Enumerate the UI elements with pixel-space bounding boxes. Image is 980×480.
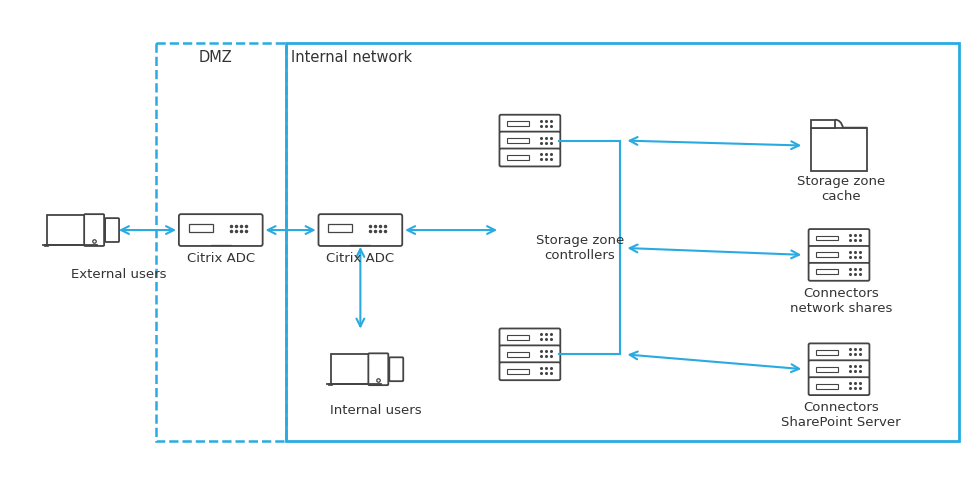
- Text: Internal users: Internal users: [329, 404, 421, 417]
- FancyBboxPatch shape: [816, 252, 838, 257]
- Text: External users: External users: [72, 268, 167, 281]
- FancyBboxPatch shape: [328, 224, 353, 232]
- FancyBboxPatch shape: [331, 354, 373, 384]
- FancyBboxPatch shape: [500, 148, 561, 167]
- Text: Internal network: Internal network: [290, 49, 412, 65]
- FancyBboxPatch shape: [816, 367, 838, 372]
- FancyBboxPatch shape: [808, 360, 869, 378]
- FancyBboxPatch shape: [808, 377, 869, 395]
- FancyBboxPatch shape: [808, 246, 869, 264]
- FancyBboxPatch shape: [500, 362, 561, 380]
- FancyBboxPatch shape: [500, 115, 561, 132]
- FancyBboxPatch shape: [507, 138, 529, 143]
- FancyBboxPatch shape: [507, 352, 529, 357]
- Text: Storage zone
controllers: Storage zone controllers: [536, 234, 624, 262]
- FancyBboxPatch shape: [84, 214, 104, 246]
- Text: Connectors
network shares: Connectors network shares: [790, 287, 892, 315]
- FancyBboxPatch shape: [811, 120, 835, 128]
- FancyBboxPatch shape: [811, 128, 867, 171]
- FancyBboxPatch shape: [500, 346, 561, 363]
- FancyBboxPatch shape: [507, 369, 529, 374]
- FancyBboxPatch shape: [507, 121, 529, 126]
- FancyBboxPatch shape: [47, 215, 89, 245]
- FancyBboxPatch shape: [105, 218, 119, 242]
- Text: DMZ: DMZ: [199, 49, 232, 65]
- Text: Connectors
SharePoint Server: Connectors SharePoint Server: [781, 401, 901, 429]
- FancyBboxPatch shape: [808, 229, 869, 247]
- FancyBboxPatch shape: [389, 357, 403, 381]
- FancyBboxPatch shape: [816, 350, 838, 355]
- FancyBboxPatch shape: [816, 269, 838, 274]
- FancyBboxPatch shape: [189, 224, 213, 232]
- FancyBboxPatch shape: [816, 236, 838, 240]
- FancyBboxPatch shape: [507, 335, 529, 340]
- FancyBboxPatch shape: [507, 155, 529, 160]
- Text: Storage zone
cache: Storage zone cache: [797, 175, 885, 204]
- FancyBboxPatch shape: [318, 214, 402, 246]
- FancyBboxPatch shape: [179, 214, 263, 246]
- FancyBboxPatch shape: [285, 43, 958, 441]
- FancyBboxPatch shape: [816, 384, 838, 389]
- FancyBboxPatch shape: [808, 343, 869, 361]
- FancyBboxPatch shape: [500, 132, 561, 150]
- FancyBboxPatch shape: [500, 328, 561, 347]
- Text: Citrix ADC: Citrix ADC: [187, 252, 255, 265]
- FancyBboxPatch shape: [368, 353, 388, 385]
- FancyBboxPatch shape: [808, 263, 869, 281]
- Text: Citrix ADC: Citrix ADC: [326, 252, 394, 265]
